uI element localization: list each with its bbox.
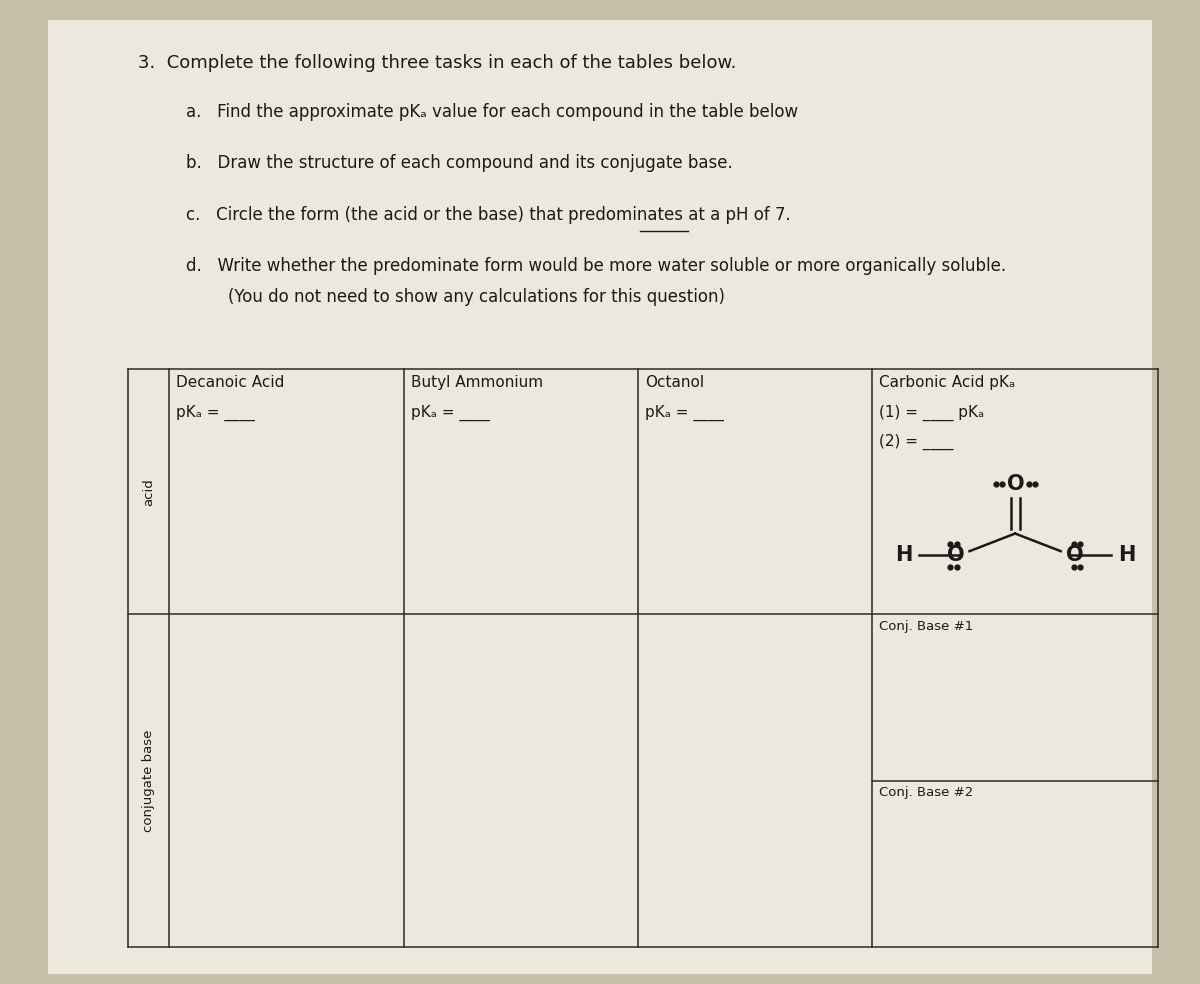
Text: pKₐ = ____: pKₐ = ____: [646, 404, 724, 420]
Text: c.   Circle the form (the acid or the base) that predominates at a pH of 7.: c. Circle the form (the acid or the base…: [186, 206, 791, 223]
Text: Carbonic Acid pKₐ: Carbonic Acid pKₐ: [880, 375, 1015, 390]
Text: (1) = ____ pKₐ: (1) = ____ pKₐ: [880, 404, 984, 420]
Text: O: O: [1007, 474, 1025, 494]
Text: conjugate base: conjugate base: [143, 729, 155, 831]
Text: Conj. Base #2: Conj. Base #2: [880, 786, 973, 799]
Text: O: O: [1066, 545, 1084, 565]
Text: pKₐ = ____: pKₐ = ____: [410, 404, 490, 420]
Text: (2) = ____: (2) = ____: [880, 434, 954, 450]
Text: acid: acid: [143, 478, 155, 506]
Text: H: H: [895, 545, 912, 565]
Text: Conj. Base #1: Conj. Base #1: [880, 620, 973, 634]
Text: Octanol: Octanol: [646, 375, 704, 390]
Text: H: H: [1118, 545, 1135, 565]
Text: a.   Find the approximate pKₐ value for each compound in the table below: a. Find the approximate pKₐ value for ea…: [186, 103, 798, 121]
Text: b.   Draw the structure of each compound and its conjugate base.: b. Draw the structure of each compound a…: [186, 154, 733, 172]
Text: Decanoic Acid: Decanoic Acid: [176, 375, 284, 390]
Text: (You do not need to show any calculations for this question): (You do not need to show any calculation…: [186, 288, 725, 306]
Text: pKₐ = ____: pKₐ = ____: [176, 404, 256, 420]
Text: 3.  Complete the following three tasks in each of the tables below.: 3. Complete the following three tasks in…: [138, 54, 737, 72]
Text: d.   Write whether the predominate form would be more water soluble or more orga: d. Write whether the predominate form wo…: [186, 257, 1006, 275]
Text: O: O: [947, 545, 965, 565]
Text: Butyl Ammonium: Butyl Ammonium: [410, 375, 542, 390]
